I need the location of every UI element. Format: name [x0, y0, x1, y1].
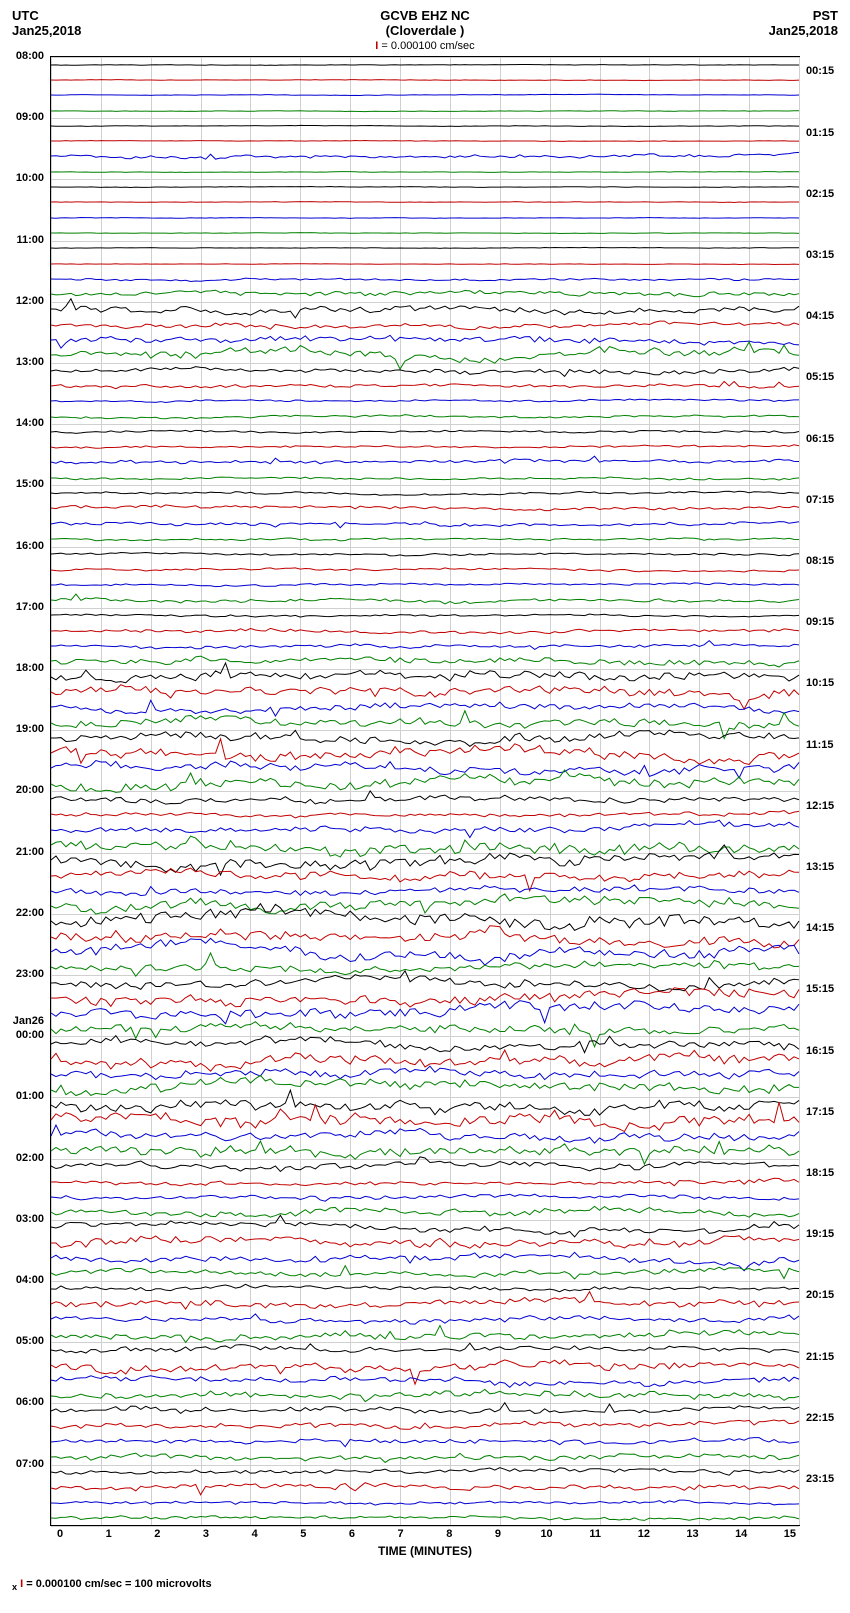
left-tz: UTC [12, 8, 112, 23]
utc-hour-label: 09:00 [16, 111, 44, 123]
pst-hour-label: 19:15 [806, 1228, 834, 1240]
utc-hour-label: 12:00 [16, 295, 44, 307]
pst-hour-label: 18:15 [806, 1167, 834, 1179]
utc-hour-label: 21:00 [16, 846, 44, 858]
left-date: Jan25,2018 [12, 23, 112, 38]
utc-hour-label: 02:00 [16, 1152, 44, 1164]
seismic-trace [51, 1518, 799, 1519]
pst-hour-label: 12:15 [806, 800, 834, 812]
pst-hour-label: 22:15 [806, 1412, 834, 1424]
pst-hour-label: 06:15 [806, 433, 834, 445]
pst-hour-label: 15:15 [806, 983, 834, 995]
pst-hour-label: 04:15 [806, 310, 834, 322]
utc-hour-label: 04:00 [16, 1274, 44, 1286]
utc-hour-label: 18:00 [16, 662, 44, 674]
utc-hour-label: 00:00 [16, 1029, 44, 1041]
utc-hour-label: 15:00 [16, 478, 44, 490]
utc-hour-label: 17:00 [16, 601, 44, 613]
utc-hour-label: 13:00 [16, 356, 44, 368]
pst-hour-label: 09:15 [806, 616, 834, 628]
utc-hour-label: 20:00 [16, 784, 44, 796]
pst-hour-label: 21:15 [806, 1351, 834, 1363]
right-tz: PST [738, 8, 838, 23]
day-break-label: Jan26 [13, 1015, 44, 1027]
right-date: Jan25,2018 [738, 23, 838, 38]
utc-hour-label: 08:00 [16, 50, 44, 62]
utc-hour-label: 01:00 [16, 1090, 44, 1102]
pst-hour-label: 01:15 [806, 127, 834, 139]
pst-hour-label: 07:15 [806, 494, 834, 506]
pst-hour-label: 13:15 [806, 861, 834, 873]
station-location: (Cloverdale ) [112, 23, 738, 38]
utc-hour-label: 10:00 [16, 172, 44, 184]
pst-hour-label: 23:15 [806, 1473, 834, 1485]
x-axis-title: TIME (MINUTES) [0, 1544, 850, 1558]
utc-hour-label: 06:00 [16, 1396, 44, 1408]
utc-hour-label: 14:00 [16, 417, 44, 429]
utc-hour-label: 05:00 [16, 1335, 44, 1347]
pst-hour-label: 17:15 [806, 1106, 834, 1118]
utc-hour-label: 22:00 [16, 907, 44, 919]
pst-hour-label: 20:15 [806, 1289, 834, 1301]
utc-hour-label: 03:00 [16, 1213, 44, 1225]
utc-hour-label: 23:00 [16, 968, 44, 980]
utc-hour-label: 07:00 [16, 1458, 44, 1470]
pst-hour-label: 14:15 [806, 922, 834, 934]
helicorder-chart [50, 56, 800, 1526]
pst-hour-label: 02:15 [806, 188, 834, 200]
pst-hour-label: 00:15 [806, 65, 834, 77]
pst-hour-label: 10:15 [806, 677, 834, 689]
pst-hour-label: 11:15 [806, 739, 834, 751]
pst-hour-label: 16:15 [806, 1045, 834, 1057]
station-code: GCVB EHZ NC [112, 8, 738, 23]
utc-hour-label: 16:00 [16, 540, 44, 552]
utc-hour-label: 19:00 [16, 723, 44, 735]
pst-hour-label: 05:15 [806, 371, 834, 383]
pst-hour-label: 03:15 [806, 249, 834, 261]
utc-hour-label: 11:00 [16, 234, 44, 246]
footer-scale: x I = 0.000100 cm/sec = 100 microvolts [12, 1578, 838, 1592]
pst-hour-label: 08:15 [806, 555, 834, 567]
